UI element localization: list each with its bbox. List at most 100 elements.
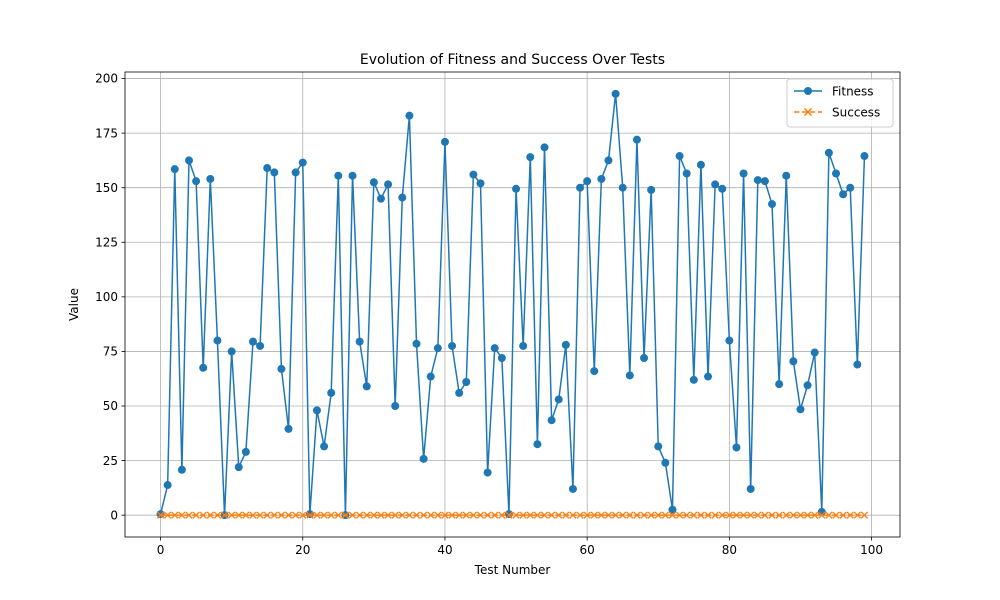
- y-tick-label: 125: [95, 235, 118, 249]
- success-point: [235, 511, 243, 519]
- fitness-point: [696, 160, 705, 169]
- fitness-point: [611, 89, 620, 98]
- fitness-point: [853, 360, 862, 369]
- success-point: [747, 511, 755, 519]
- fitness-point: [284, 424, 293, 433]
- x-tick-label: 40: [437, 543, 452, 557]
- fitness-point: [163, 481, 172, 490]
- fitness-point: [320, 442, 329, 451]
- y-tick-label: 150: [95, 181, 118, 195]
- fitness-point: [526, 153, 535, 162]
- x-tick-label: 100: [860, 543, 883, 557]
- fitness-point: [263, 164, 272, 173]
- success-point: [199, 511, 207, 519]
- fitness-point: [739, 169, 748, 178]
- success-point: [156, 511, 165, 519]
- legend: Fitness Success: [786, 78, 894, 128]
- fitness-series-line: [159, 93, 866, 516]
- success-point: [611, 511, 620, 519]
- legend-success-label: Success: [832, 106, 880, 120]
- fitness-point: [241, 447, 250, 456]
- x-tick-label: 0: [157, 543, 165, 557]
- fitness-point: [206, 174, 215, 183]
- fitness-point: [348, 171, 357, 180]
- success-point: [206, 511, 214, 519]
- fitness-point: [725, 336, 734, 345]
- legend-fitness-marker: [804, 87, 812, 95]
- fitness-point: [256, 341, 265, 350]
- success-point: [683, 511, 691, 519]
- success-point: [540, 511, 549, 519]
- fitness-point: [711, 180, 720, 189]
- fitness-point: [277, 364, 286, 373]
- fitness-point: [568, 484, 577, 493]
- success-point: [448, 511, 456, 519]
- fitness-point: [654, 442, 663, 451]
- fitness-point: [376, 194, 385, 203]
- success-point: [469, 511, 478, 519]
- x-tick-label: 80: [722, 543, 737, 557]
- success-point: [220, 511, 229, 519]
- fitness-point: [384, 180, 393, 189]
- fitness-point: [433, 344, 442, 353]
- success-point: [675, 511, 684, 519]
- fitness-point: [334, 171, 343, 180]
- success-point: [320, 511, 328, 519]
- fitness-point: [504, 510, 513, 519]
- success-point: [512, 511, 520, 519]
- fitness-point: [305, 510, 314, 519]
- plot-frame: [124, 71, 901, 538]
- fitness-point: [561, 340, 570, 349]
- fitness-point: [156, 510, 165, 519]
- success-point: [171, 511, 179, 519]
- fitness-point: [355, 337, 364, 346]
- success-point: [569, 511, 577, 519]
- y-tick-label: 100: [95, 290, 118, 304]
- fitness-point: [298, 158, 307, 167]
- fitness-point: [170, 165, 179, 174]
- success-point: [704, 511, 712, 519]
- fitness-point: [426, 372, 435, 381]
- fitness-point: [540, 143, 549, 152]
- fitness-point: [753, 176, 762, 185]
- fitness-point: [270, 168, 279, 177]
- success-point: [725, 511, 734, 519]
- fitness-point: [554, 395, 563, 404]
- success-point: [626, 511, 634, 519]
- success-point: [334, 511, 342, 519]
- y-tick-label: 200: [95, 72, 118, 86]
- fitness-point: [448, 341, 457, 350]
- success-point: [242, 511, 250, 519]
- success-point: [256, 511, 264, 519]
- success-point: [491, 511, 499, 519]
- fitness-point: [689, 375, 698, 384]
- fitness-point: [647, 185, 656, 194]
- fitness-point: [192, 177, 201, 186]
- success-point: [604, 511, 613, 519]
- success-point: [853, 511, 861, 519]
- success-point: [313, 511, 321, 519]
- fitness-point: [234, 463, 243, 472]
- success-point: [555, 511, 563, 519]
- fitness-point: [583, 177, 592, 186]
- fitness-point: [832, 169, 841, 178]
- fitness-point: [846, 183, 855, 192]
- success-point: [306, 511, 314, 519]
- legend-success-marker: [803, 107, 813, 117]
- success-point: [526, 511, 534, 519]
- fitness-point: [398, 193, 407, 202]
- fitness-point: [462, 378, 471, 386]
- fitness-point: [732, 443, 741, 452]
- success-point: [412, 511, 421, 519]
- success-point: [291, 511, 300, 519]
- success-point: [249, 511, 257, 519]
- fitness-point: [455, 388, 464, 397]
- fitness-point: [469, 170, 478, 179]
- success-point: [583, 511, 591, 519]
- success-point: [711, 511, 719, 519]
- fitness-point: [227, 347, 236, 356]
- fitness-point: [590, 367, 599, 376]
- y-tick-label: 75: [103, 345, 118, 359]
- success-point: [811, 511, 819, 519]
- success-point: [647, 511, 655, 519]
